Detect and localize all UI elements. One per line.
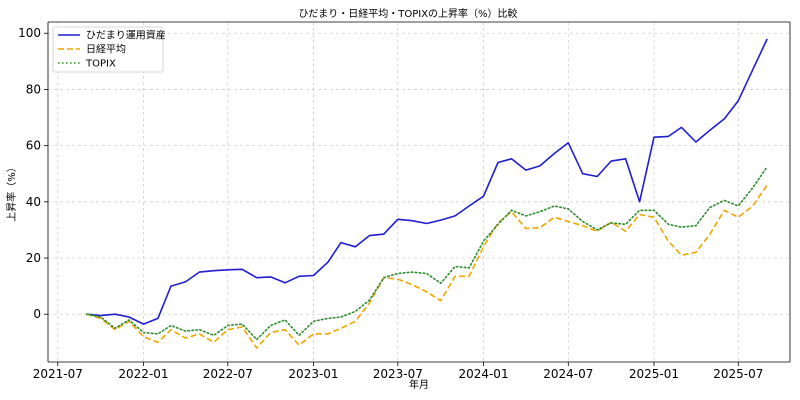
series-line-1: [86, 38, 768, 325]
x-tick-label: 2025-07: [713, 367, 763, 381]
x-tick-label: 2021-07: [33, 367, 83, 381]
y-tick-label: 40: [26, 195, 41, 209]
y-axis-label: 上昇率（%）: [5, 162, 18, 222]
x-tick-label: 2022-01: [118, 367, 168, 381]
y-tick-label: 80: [26, 82, 41, 96]
legend-label: TOPIX: [85, 59, 116, 70]
axes: [47, 21, 791, 363]
x-tick-label: 2024-01: [458, 367, 508, 381]
x-axis-label: 年月: [409, 378, 429, 391]
y-tick-label: 20: [26, 251, 41, 265]
y-tick-label: 100: [18, 26, 41, 40]
x-tick-label: 2023-01: [288, 367, 338, 381]
legend-box: [52, 26, 164, 73]
series-lines: [85, 38, 769, 349]
x-tick-label: 2022-07: [203, 367, 253, 381]
grid: [48, 22, 790, 362]
y-tick-label: 0: [33, 307, 41, 321]
x-tick-label: 2025-01: [629, 367, 679, 381]
legend-label: 日経平均: [86, 43, 126, 56]
series-line-2: [86, 184, 768, 349]
y-tick-label: 60: [26, 139, 41, 153]
chart-title: ひだまり・日経平均・TOPIXの上昇率（%）比較: [298, 7, 517, 20]
legend-label: ひだまり運用資産: [86, 29, 166, 42]
x-tick-label: 2023-07: [373, 367, 423, 381]
series-line-3: [85, 165, 769, 341]
x-tick-label: 2024-07: [543, 367, 593, 381]
ticks: 2021-07 2022-01 2022-07 2023-01 2023-07 2024-…: [18, 26, 763, 381]
